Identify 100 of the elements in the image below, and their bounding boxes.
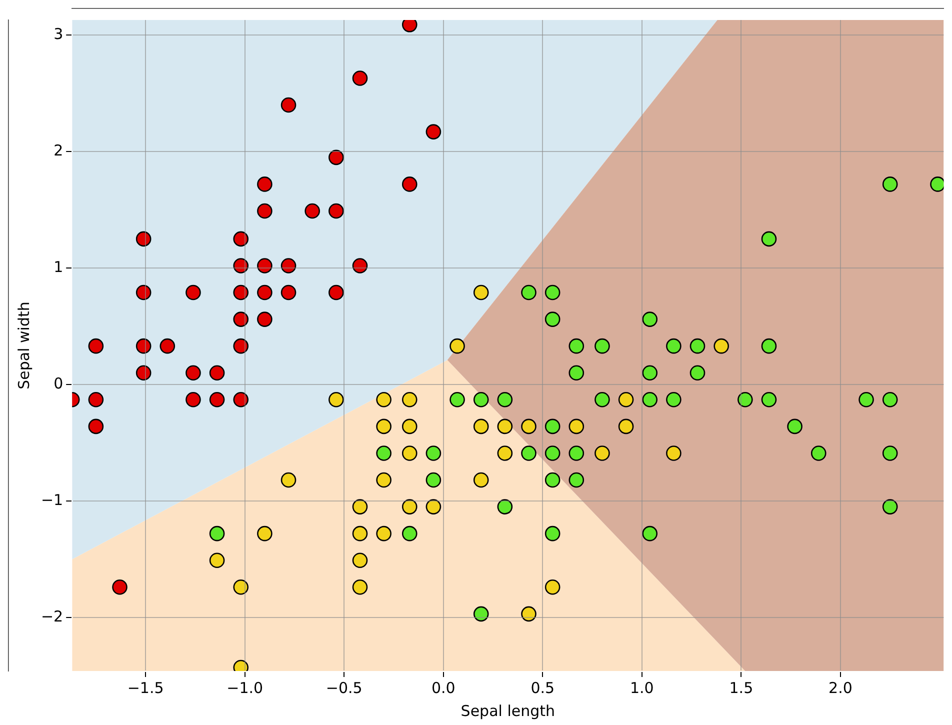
point [257, 312, 272, 327]
point [136, 365, 152, 381]
point [497, 446, 513, 461]
point [810, 446, 826, 461]
point [402, 446, 418, 461]
point [544, 446, 560, 461]
point [376, 418, 392, 434]
x-tick-label: 1.5 [729, 678, 754, 697]
point [280, 97, 296, 113]
point [136, 231, 152, 247]
point [521, 284, 536, 300]
point [544, 418, 560, 434]
point [497, 392, 513, 408]
point [642, 526, 658, 542]
point [233, 392, 249, 408]
y-tick-label: 0 [54, 374, 64, 392]
point [209, 365, 225, 381]
y-tick-label: 1 [54, 258, 64, 276]
point [209, 552, 225, 568]
point [450, 392, 465, 408]
point [328, 392, 344, 408]
point [618, 392, 634, 408]
point [402, 176, 418, 192]
point [690, 338, 706, 354]
point [642, 312, 658, 327]
y-axis-title: Sepal width [14, 302, 33, 390]
point [352, 526, 368, 542]
point [690, 365, 706, 381]
point [233, 312, 249, 327]
point [426, 124, 442, 140]
point [761, 338, 777, 354]
point [666, 392, 682, 408]
point [376, 472, 392, 488]
point [642, 365, 658, 381]
point [304, 203, 320, 219]
point [352, 258, 368, 274]
point [882, 176, 898, 192]
point [426, 499, 442, 514]
x-tick-label: 1.0 [630, 678, 654, 697]
point [88, 418, 104, 434]
point [209, 392, 225, 408]
x-tick-label: −0.5 [326, 678, 362, 697]
point [568, 472, 584, 488]
point [544, 580, 560, 595]
x-tick-label: −1.5 [127, 678, 164, 697]
point [521, 418, 536, 434]
point [473, 284, 489, 300]
x-tick-label: 0.5 [530, 678, 555, 697]
point [618, 418, 634, 434]
point [233, 338, 249, 354]
point [402, 526, 418, 542]
y-tick-label: 3 [54, 25, 64, 44]
point [257, 526, 272, 542]
point [209, 526, 225, 542]
point [568, 338, 584, 354]
point [186, 365, 201, 381]
point [88, 392, 104, 408]
point [858, 392, 874, 408]
y-tick-label: −1 [40, 490, 64, 509]
point [257, 176, 272, 192]
point [882, 499, 898, 514]
point [186, 284, 201, 300]
point [257, 258, 272, 274]
y-tick-label: 2 [54, 141, 64, 160]
point [402, 499, 418, 514]
point [376, 392, 392, 408]
point [521, 446, 536, 461]
point [88, 338, 104, 354]
point [473, 606, 489, 622]
point [352, 580, 368, 595]
point [257, 203, 272, 219]
point [136, 338, 152, 354]
point [233, 284, 249, 300]
point [186, 392, 201, 408]
point [328, 284, 344, 300]
point [473, 418, 489, 434]
point [233, 231, 249, 247]
point [402, 418, 418, 434]
x-tick-label: −1.0 [226, 678, 264, 697]
point [714, 338, 729, 354]
point [882, 446, 898, 461]
point [594, 446, 610, 461]
y-tick-label: −2 [40, 607, 64, 626]
point [473, 472, 489, 488]
point [136, 284, 152, 300]
point [761, 392, 777, 408]
point [497, 499, 513, 514]
point [376, 446, 392, 461]
point [787, 418, 802, 434]
point [738, 392, 753, 408]
point [544, 526, 560, 542]
x-axis-title: Sepal length [460, 702, 556, 720]
point [376, 526, 392, 542]
point [544, 472, 560, 488]
point [233, 258, 249, 274]
point [521, 606, 536, 622]
point [352, 499, 368, 514]
point [473, 392, 489, 408]
x-tick-label: 2.0 [828, 678, 852, 697]
point [568, 418, 584, 434]
